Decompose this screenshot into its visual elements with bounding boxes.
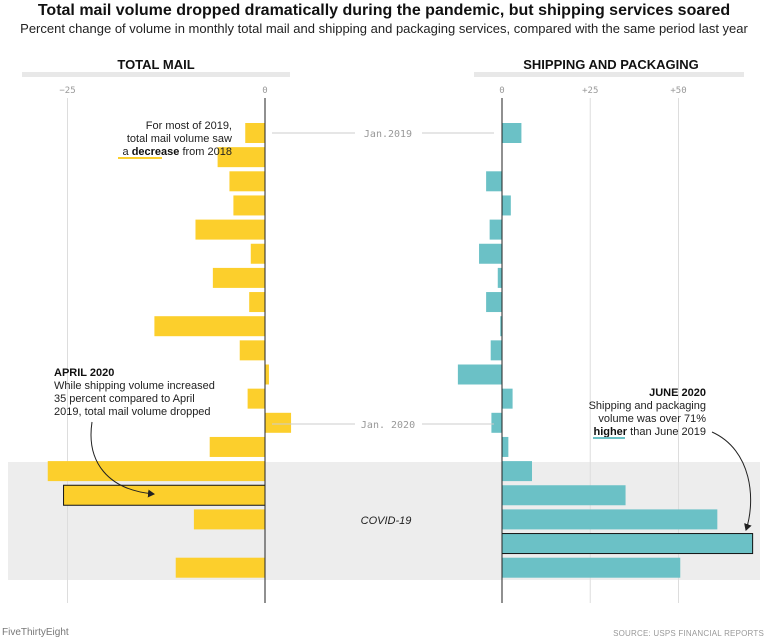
mail-bar [247, 388, 265, 409]
mail-bar [209, 436, 265, 457]
ship-bar [497, 267, 502, 288]
mail-bar [265, 412, 292, 433]
mail-note-line3: a decrease from 2018 [123, 146, 233, 158]
june-line2: volume was over 71% [598, 413, 706, 425]
ship-tick-label: 0 [499, 86, 504, 96]
mail-note-line1: For most of 2019, [146, 120, 232, 132]
ship-bar [500, 316, 502, 337]
right-header-bar [474, 72, 744, 77]
bars-layer [47, 123, 754, 578]
mail-bar [249, 292, 265, 313]
chart-title: Total mail volume dropped dramatically d… [37, 2, 731, 19]
june-heading: JUNE 2020 [649, 387, 706, 399]
mail-bar [212, 267, 265, 288]
mail-bar [217, 147, 265, 168]
ship-bar [491, 412, 502, 433]
ship-bar [479, 243, 502, 264]
mail-note-line2: total mail volume saw [127, 133, 232, 145]
ship-bar [486, 292, 502, 313]
mail-bar [175, 557, 265, 578]
mail-bar [250, 243, 265, 264]
footer-source: SOURCE: USPS FINANCIAL REPORTS [613, 629, 764, 638]
mail-bar [239, 340, 265, 361]
june-line3: higher than June 2019 [593, 426, 706, 438]
ship-bar [502, 388, 513, 409]
jan2020-label: Jan. 2020 [361, 420, 415, 431]
higher-underline [593, 437, 625, 439]
covid-label: COVID-19 [361, 515, 412, 527]
mail-bar [193, 509, 265, 530]
mail-bar [233, 195, 265, 216]
left-header-bar [22, 72, 290, 77]
mail-bar [229, 171, 265, 192]
shipping-header: SHIPPING AND PACKAGING [523, 57, 699, 72]
april-line1: While shipping volume increased [54, 380, 215, 392]
ship-bar [502, 436, 509, 457]
ship-bar [502, 123, 522, 143]
ship-tick-label: +25 [582, 86, 598, 96]
april-arrow [90, 421, 155, 498]
april-line2: 35 percent compared to April [54, 393, 195, 405]
mail-note-pre: a [123, 146, 132, 158]
mail-bar [245, 123, 265, 143]
mail-bar [47, 461, 265, 482]
decrease-underline [118, 157, 162, 159]
mail-bar [195, 219, 265, 240]
ship-bar [457, 364, 502, 385]
ship-bar [489, 219, 502, 240]
mail-tick-label: −25 [59, 86, 75, 96]
ship-bar [501, 533, 754, 555]
ship-tick-label: +50 [670, 86, 686, 96]
ship-bar [502, 557, 681, 578]
april-heading: APRIL 2020 [54, 367, 114, 379]
ship-bar [486, 171, 502, 192]
ship-bar [502, 509, 718, 530]
june-note-bold: higher [593, 426, 627, 438]
ship-bar [490, 340, 502, 361]
mail-tick-label: 0 [262, 86, 267, 96]
ship-bar [502, 485, 626, 506]
june-line1: Shipping and packaging [589, 400, 706, 412]
april-line3: 2019, total mail volume dropped [54, 406, 211, 418]
june-note-post: than June 2019 [627, 426, 706, 438]
ship-bar [502, 195, 511, 216]
jan2019-label: Jan.2019 [364, 129, 412, 140]
mail-bar [154, 316, 265, 337]
total-mail-header: TOTAL MAIL [117, 57, 194, 72]
zero-layer [264, 98, 503, 603]
footer-brand: FiveThirtyEight [2, 627, 69, 638]
chart-subtitle: Percent change of volume in monthly tota… [20, 21, 748, 36]
mail-bar [63, 484, 266, 506]
ship-bar [502, 461, 533, 482]
june-arrow [711, 431, 752, 531]
mail-note-bold: decrease [132, 146, 180, 158]
mail-note-post: from 2018 [179, 146, 232, 158]
mail-bar [265, 364, 269, 385]
